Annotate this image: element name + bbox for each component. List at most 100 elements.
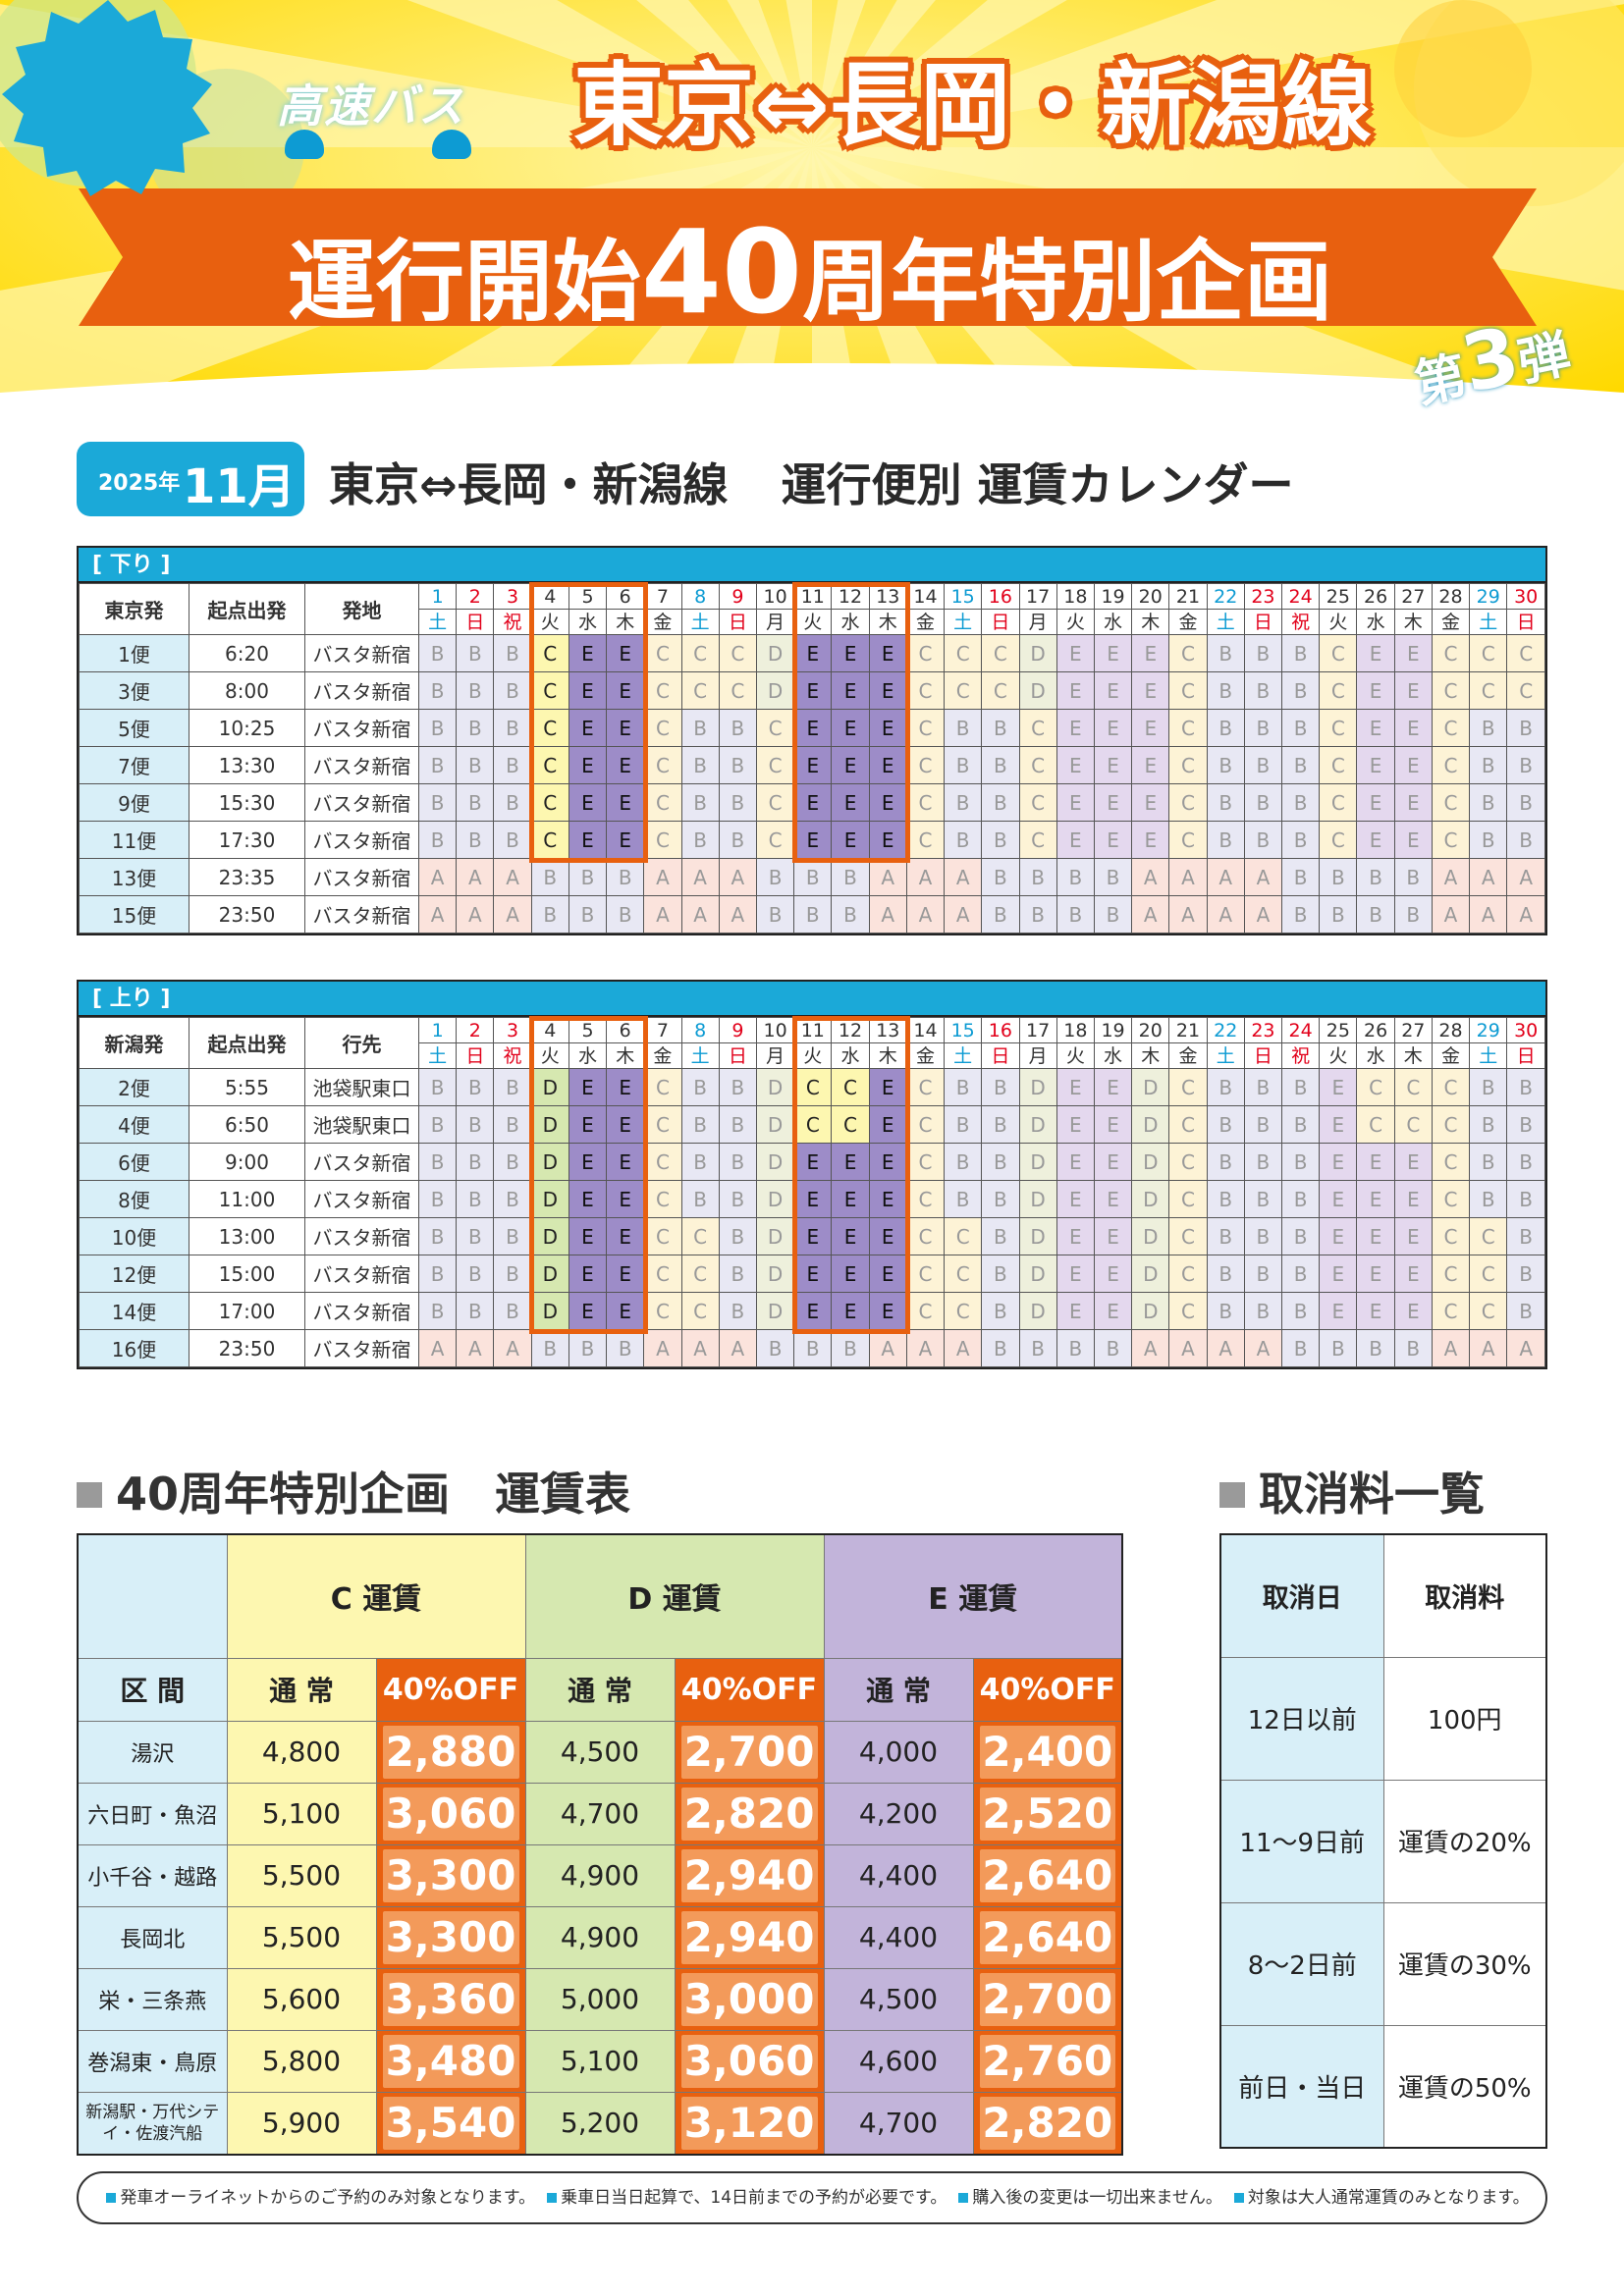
fare-code-cell: A bbox=[1506, 858, 1545, 896]
fare-code-cell: A bbox=[1131, 858, 1170, 896]
fare-normal-price: 4,600 bbox=[823, 2029, 974, 2093]
fare-code-cell: C bbox=[643, 671, 682, 710]
up-row: 10便 13:00 バスタ新宿 B B B D E E C C B D E E E C C B D E E D C B B B E E E… bbox=[79, 1217, 1545, 1255]
fare-code-cell: C bbox=[1168, 709, 1208, 747]
day-number: 20 bbox=[1131, 1017, 1170, 1043]
campaign-title: 運行開始40周年特別企画 bbox=[245, 214, 1375, 337]
fare-code-cell: C bbox=[905, 634, 946, 672]
weekday: 水 bbox=[568, 609, 608, 635]
fare-code-cell: B bbox=[981, 1068, 1020, 1106]
fare-code-cell: C bbox=[1431, 1105, 1471, 1144]
fare-code-cell: A bbox=[905, 1329, 946, 1367]
weekday: 火 bbox=[530, 1042, 569, 1069]
up-header-col1: 新潟発 bbox=[79, 1017, 189, 1069]
fare-code-cell: B bbox=[568, 858, 608, 896]
weekday: 木 bbox=[868, 1042, 907, 1069]
fare-code-cell: E bbox=[568, 1068, 608, 1106]
up-calendar: [ 上り ] 新潟発 起点出発 行先 1 2 3 4 5 6 7 8 9 10 11 12 13 14 15 16 1… bbox=[77, 980, 1547, 1369]
fare-code-cell: C bbox=[530, 709, 569, 747]
fare-code-cell: B bbox=[1243, 1143, 1283, 1181]
down-row: 13便 23:35 バスタ新宿 A A A B B B A A A B B B A A A B B B B A A A A B B B B… bbox=[79, 858, 1545, 896]
fare-code-cell: B bbox=[755, 858, 795, 896]
fare-discount-price: 2,820 bbox=[680, 1787, 818, 1841]
sunburst-ray bbox=[406, 0, 812, 147]
down-departure-time: 10:25 bbox=[189, 709, 305, 747]
fare-code-cell: E bbox=[1056, 1255, 1095, 1293]
fare-code-cell: D bbox=[1018, 671, 1057, 710]
fare-code-cell: B bbox=[1206, 821, 1245, 859]
weekday: 祝 bbox=[493, 1042, 532, 1069]
fare-normal-price: 5,600 bbox=[226, 1967, 377, 2031]
fare-code-cell: C bbox=[1469, 634, 1508, 672]
fare-code-cell: B bbox=[1506, 783, 1545, 822]
day-number: 24 bbox=[1281, 1017, 1321, 1043]
fare-code-cell: B bbox=[981, 1217, 1020, 1255]
day-number: 17 bbox=[1018, 583, 1057, 610]
fare-code-cell: C bbox=[1431, 634, 1471, 672]
fare-code-cell: D bbox=[1018, 1255, 1057, 1293]
fare-code-cell: E bbox=[606, 1255, 645, 1293]
fare-normal-price: 4,700 bbox=[823, 2091, 974, 2155]
fare-code-cell: B bbox=[680, 783, 720, 822]
fare-code-cell: B bbox=[981, 783, 1020, 822]
weekday: 土 bbox=[1469, 1042, 1508, 1069]
fare-discount-cell: 2,700 bbox=[674, 1720, 825, 1784]
fare-code-cell: A bbox=[868, 1329, 907, 1367]
fare-code-cell: B bbox=[1206, 1105, 1245, 1144]
fare-code-cell: B bbox=[1319, 895, 1358, 934]
fare-code-cell: E bbox=[1356, 1292, 1395, 1330]
fare-code-cell: C bbox=[755, 746, 795, 784]
fare-code-cell: D bbox=[1131, 1068, 1170, 1106]
fare-discount-cell: 3,300 bbox=[375, 1843, 526, 1907]
day-number: 5 bbox=[568, 583, 608, 610]
fare-code-cell: A bbox=[493, 858, 532, 896]
fare-code-cell: D bbox=[1018, 634, 1057, 672]
fare-code-cell: B bbox=[944, 1143, 983, 1181]
weekday: 月 bbox=[1018, 1042, 1057, 1069]
fare-code-cell: E bbox=[568, 1143, 608, 1181]
fare-code-cell: C bbox=[680, 1217, 720, 1255]
weekday: 木 bbox=[1393, 1042, 1433, 1069]
fare-normal-price: 5,500 bbox=[226, 1905, 377, 1969]
fare-code-cell: B bbox=[456, 1068, 495, 1106]
fare-code-cell: C bbox=[905, 821, 946, 859]
fare-row: 小千谷・越路 5,500 3,300 4,900 2,940 4,400 2,640 bbox=[77, 1843, 1123, 1907]
fare-code-cell: E bbox=[606, 1292, 645, 1330]
fare-code-cell: B bbox=[1243, 1255, 1283, 1293]
fare-code-cell: B bbox=[1469, 1143, 1508, 1181]
weekday: 金 bbox=[643, 1042, 682, 1069]
fare-code-cell: C bbox=[530, 746, 569, 784]
fare-header-blank bbox=[77, 1533, 228, 1659]
fare-code-cell: E bbox=[831, 746, 870, 784]
day-number: 22 bbox=[1206, 583, 1245, 610]
calendar-route: 東京⇔長岡・新潟線 bbox=[329, 458, 729, 511]
fare-code-cell: B bbox=[1206, 634, 1245, 672]
fare-section-name: 栄・三条燕 bbox=[77, 1967, 228, 2031]
fare-code-cell: E bbox=[568, 821, 608, 859]
fare-discount-cell: 2,820 bbox=[674, 1782, 825, 1845]
fare-normal-price: 4,500 bbox=[823, 1967, 974, 2031]
fare-code-cell: B bbox=[831, 1329, 870, 1367]
fare-code-cell: B bbox=[493, 1143, 532, 1181]
fare-code-cell: A bbox=[456, 858, 495, 896]
fare-code-cell: B bbox=[718, 1180, 757, 1218]
weekday: 土 bbox=[680, 1042, 720, 1069]
fare-code-cell: C bbox=[680, 1292, 720, 1330]
note-bullet-icon bbox=[547, 2193, 558, 2203]
fare-code-cell: C bbox=[643, 1068, 682, 1106]
fare-code-cell: E bbox=[793, 1292, 833, 1330]
fare-code-cell: A bbox=[680, 858, 720, 896]
fare-code-cell: B bbox=[944, 1068, 983, 1106]
weekday: 水 bbox=[1093, 609, 1133, 635]
up-departure-time: 13:00 bbox=[189, 1217, 305, 1255]
fare-code-cell: A bbox=[680, 1329, 720, 1367]
fare-code-cell: C bbox=[643, 1105, 682, 1144]
fare-code-cell: B bbox=[456, 671, 495, 710]
fare-code-cell: D bbox=[530, 1180, 569, 1218]
day-number: 8 bbox=[680, 583, 720, 610]
fare-subheader-row: 区 間通 常 40%OFF 通 常 40%OFF 通 常 40%OFF bbox=[77, 1657, 1123, 1722]
fare-discount-cell: 3,000 bbox=[674, 1967, 825, 2031]
fare-code-cell: C bbox=[643, 821, 682, 859]
fare-discount-cell: 2,640 bbox=[972, 1905, 1123, 1969]
fare-code-cell: D bbox=[1131, 1292, 1170, 1330]
